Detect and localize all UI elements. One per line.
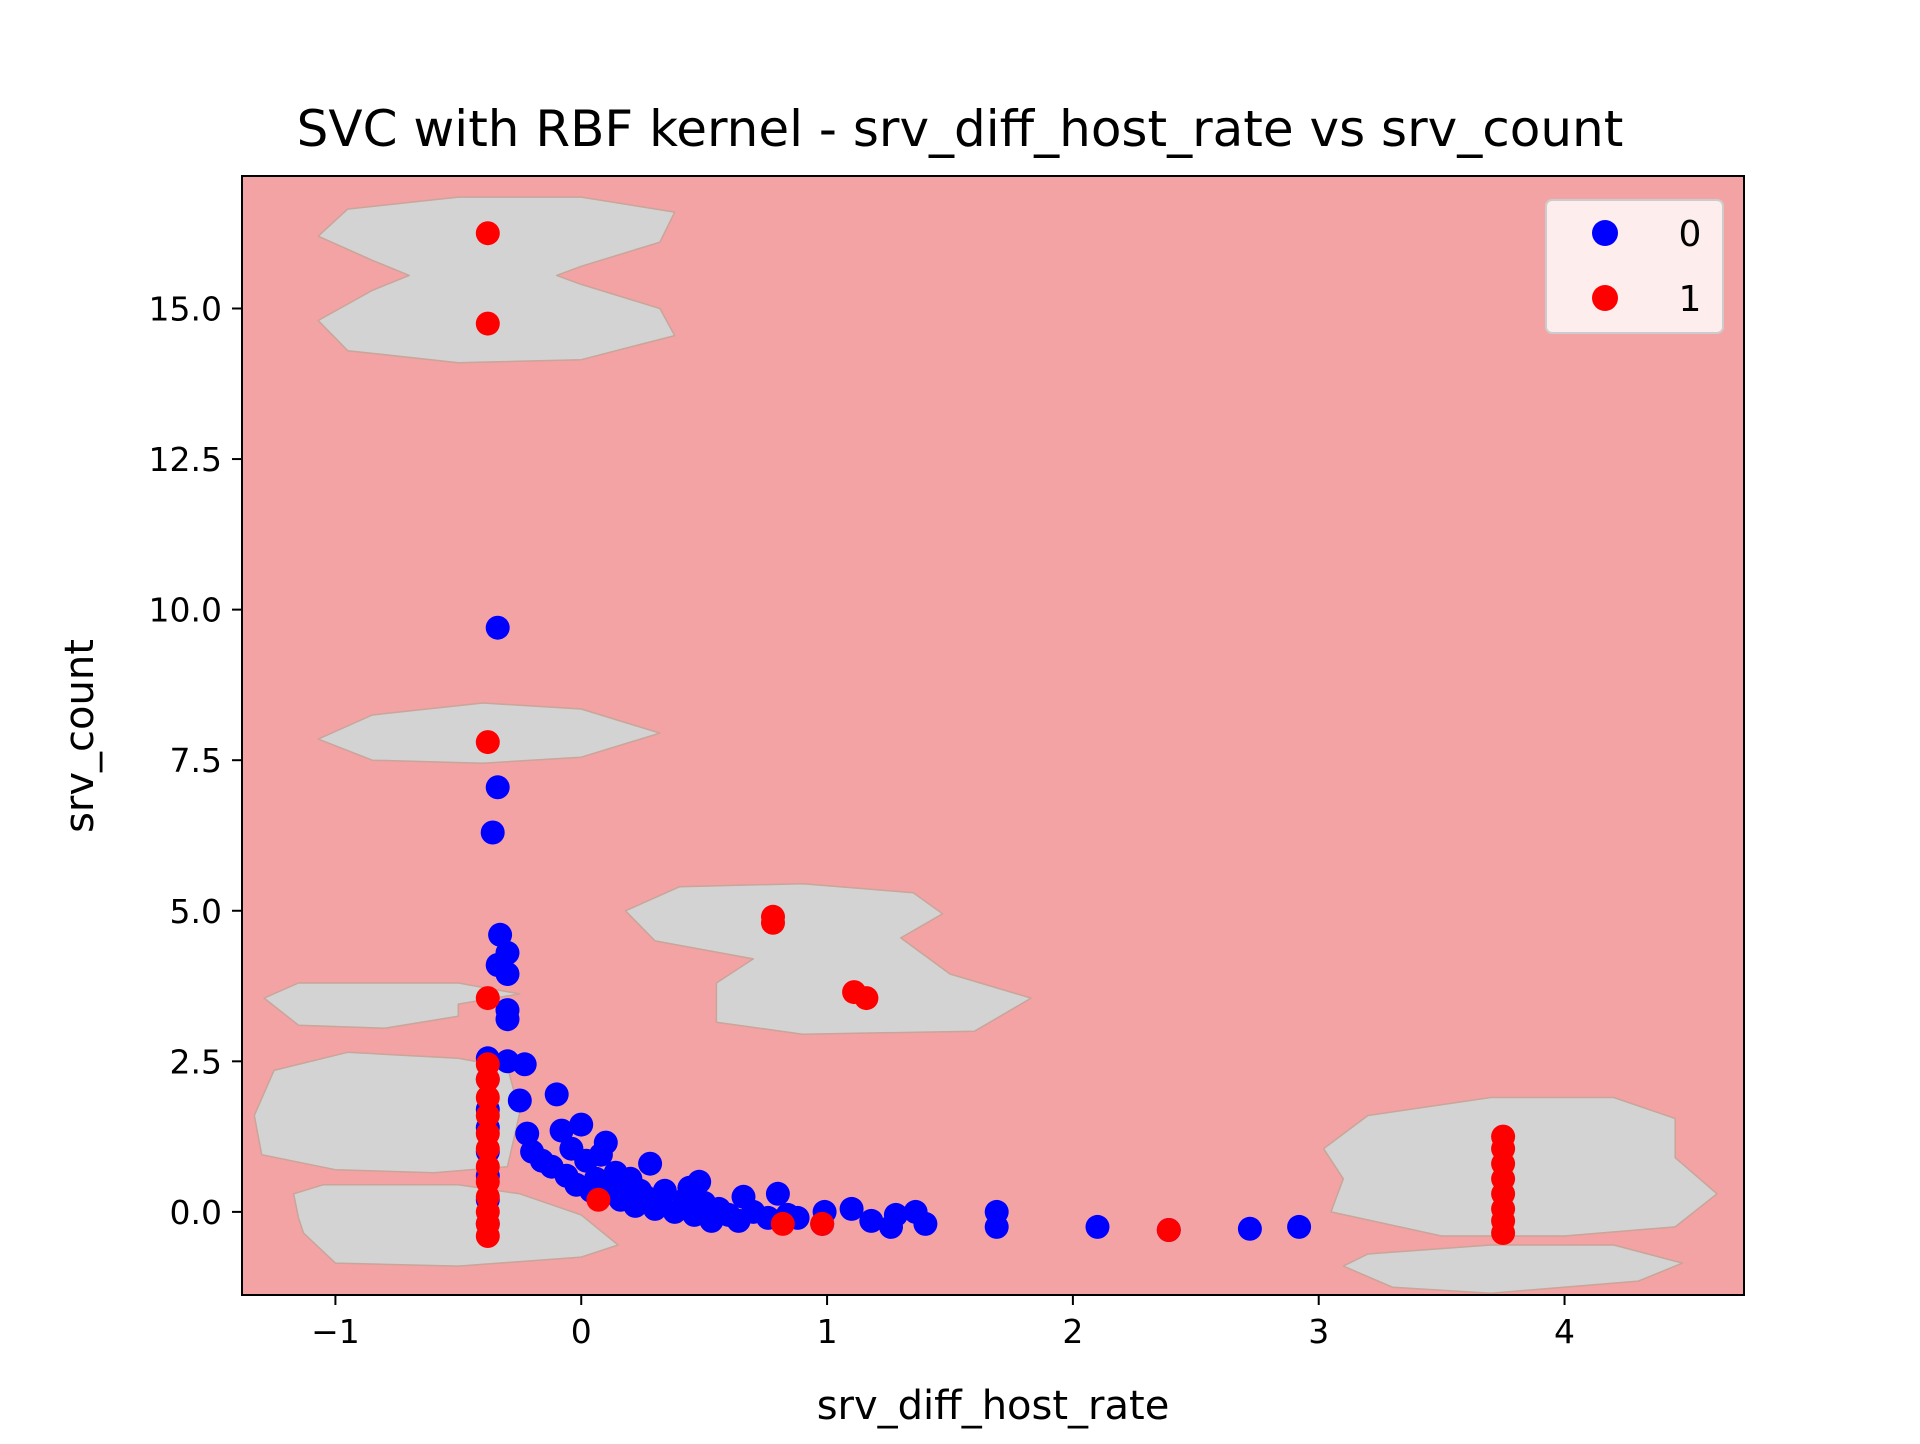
data-point-class-0 — [1287, 1214, 1312, 1239]
data-point-class-0 — [593, 1130, 618, 1155]
data-point-class-0 — [1237, 1216, 1262, 1241]
data-point-class-1 — [475, 221, 500, 246]
decision-region — [263, 982, 521, 1029]
plot-area — [241, 175, 1745, 1296]
data-point-class-1 — [475, 1103, 500, 1128]
data-point-class-0 — [515, 1121, 540, 1146]
data-point-class-1 — [761, 910, 785, 935]
x-tick-label: 3 — [1308, 1312, 1329, 1351]
data-point-class-1 — [586, 1187, 611, 1212]
y-axis: 0.0 2.5 5.0 7.5 10.0 12.5 15.0 — [149, 289, 242, 1232]
legend-label-1: 1 — [1679, 279, 1702, 320]
data-point-class-1 — [475, 986, 500, 1011]
y-tick-label: 2.5 — [170, 1042, 222, 1081]
data-point-class-0 — [883, 1202, 908, 1227]
decision-region — [1342, 1244, 1684, 1294]
y-tick-label: 7.5 — [170, 741, 222, 780]
x-tick-label: 1 — [817, 1312, 838, 1351]
data-point-class-0 — [488, 922, 513, 947]
data-point-class-1 — [475, 311, 500, 336]
data-point-class-0 — [1085, 1214, 1110, 1239]
data-point-class-0 — [765, 1181, 790, 1206]
y-axis-label: srv_count — [57, 639, 103, 833]
chart-title: SVC with RBF kernel - srv_diff_host_rate… — [297, 100, 1624, 158]
data-point-class-1 — [1491, 1221, 1516, 1245]
data-point-class-0 — [859, 1208, 884, 1233]
data-point-class-0 — [495, 962, 520, 986]
legend[interactable]: 01 — [1545, 199, 1724, 334]
y-tick-label: 15.0 — [149, 289, 222, 328]
x-tick-label: 4 — [1554, 1312, 1575, 1351]
data-point-class-0 — [549, 1118, 574, 1143]
decision-regions — [253, 196, 1718, 1294]
data-point-class-0 — [512, 1052, 537, 1077]
y-tick-label: 12.5 — [149, 440, 222, 479]
data-points — [475, 221, 1516, 1248]
data-point-class-1 — [810, 1211, 835, 1236]
data-point-class-0 — [507, 1088, 532, 1113]
data-point-class-1 — [475, 1224, 500, 1248]
data-point-class-0 — [569, 1112, 594, 1137]
data-point-class-0 — [495, 1007, 520, 1032]
data-point-class-1 — [475, 1067, 500, 1092]
y-tick-label: 0.0 — [170, 1193, 222, 1232]
data-point-class-1 — [475, 1085, 500, 1110]
data-point-class-0 — [839, 1196, 864, 1221]
x-tick-label: 2 — [1062, 1312, 1083, 1351]
data-point-class-1 — [854, 986, 879, 1011]
data-point-class-0 — [687, 1169, 712, 1194]
y-tick-label: 5.0 — [170, 892, 222, 931]
data-point-class-1 — [475, 1136, 500, 1161]
x-axis-label: srv_diff_host_rate — [817, 1383, 1170, 1429]
decision-region — [624, 882, 1032, 1035]
decision-region — [292, 1184, 619, 1267]
data-point-class-0 — [652, 1178, 677, 1203]
x-tick-label: 0 — [571, 1312, 592, 1351]
x-axis: −1 0 1 2 3 4 — [311, 1295, 1575, 1351]
legend-marker-1 — [1592, 285, 1618, 311]
decision-region — [1322, 1096, 1718, 1237]
data-point-class-1 — [770, 1211, 795, 1236]
legend-label-0: 0 — [1679, 214, 1702, 255]
decision-region — [317, 196, 676, 364]
legend-box — [1545, 199, 1724, 334]
data-point-class-1 — [475, 730, 500, 755]
data-point-class-0 — [913, 1211, 938, 1236]
data-point-class-0 — [480, 820, 505, 845]
y-tick-label: 10.0 — [149, 591, 222, 630]
x-tick-label: −1 — [311, 1312, 360, 1351]
data-point-class-0 — [495, 940, 520, 965]
data-point-class-1 — [1156, 1218, 1181, 1242]
data-point-class-0 — [485, 615, 510, 640]
plot-frame — [241, 175, 1745, 1296]
data-point-class-0 — [485, 775, 510, 800]
legend-marker-0 — [1592, 220, 1618, 246]
data-point-class-0 — [544, 1082, 569, 1107]
data-point-class-0 — [638, 1151, 663, 1176]
data-point-class-0 — [984, 1214, 1009, 1239]
